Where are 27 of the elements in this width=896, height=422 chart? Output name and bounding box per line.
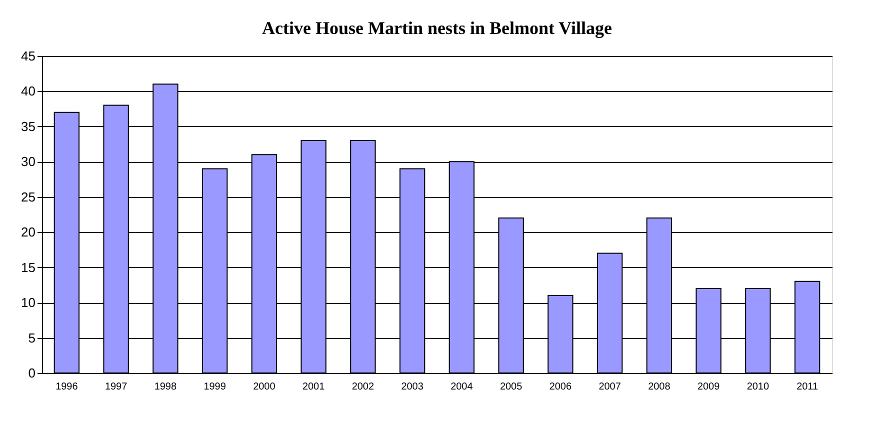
x-tick-label: 1997 bbox=[104, 382, 128, 392]
x-tick-label: 2001 bbox=[302, 382, 326, 392]
y-tick-label: 5 bbox=[28, 330, 36, 346]
x-tick-label: 2009 bbox=[697, 382, 720, 392]
y-tick-label: 30 bbox=[21, 154, 36, 170]
chart-title: Active House Martin nests in Belmont Village bbox=[262, 18, 612, 38]
x-tick-label: 2002 bbox=[352, 382, 374, 392]
x-tick-label: 1996 bbox=[56, 382, 78, 392]
y-tick-label: 35 bbox=[21, 118, 36, 134]
y-tick-label: 10 bbox=[21, 295, 36, 310]
x-tick-label: 2005 bbox=[500, 382, 523, 392]
y-tick-label: 25 bbox=[21, 189, 36, 204]
y-tick-label: 40 bbox=[21, 84, 36, 99]
x-tick-label: 2004 bbox=[450, 382, 474, 392]
x-tick-label: 2003 bbox=[401, 382, 424, 392]
y-tick-label: 0 bbox=[28, 366, 36, 380]
y-tick-label: 15 bbox=[21, 260, 36, 275]
x-tick-label: 2007 bbox=[598, 382, 622, 392]
x-tick-label: 2011 bbox=[796, 382, 818, 392]
x-tick-label: 1999 bbox=[204, 382, 226, 392]
x-tick-label: 2008 bbox=[648, 382, 671, 392]
x-tick-label: 1998 bbox=[154, 382, 177, 392]
x-tick-label: 2006 bbox=[549, 382, 572, 392]
y-tick-label: 20 bbox=[21, 224, 36, 240]
x-tick-label: 2000 bbox=[253, 382, 276, 392]
y-tick-label: 45 bbox=[21, 48, 36, 64]
x-tick-label: 2010 bbox=[746, 382, 770, 392]
